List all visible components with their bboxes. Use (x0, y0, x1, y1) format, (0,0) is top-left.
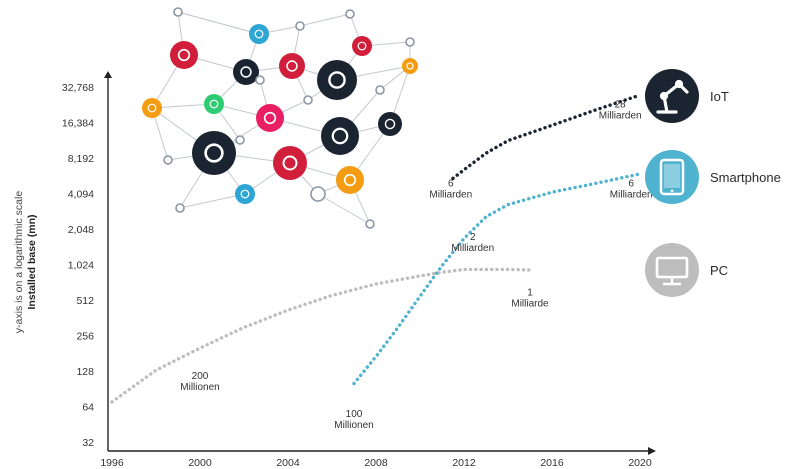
chat-icon (336, 166, 364, 194)
download-icon (204, 94, 224, 114)
network-node (345, 9, 355, 19)
legend-item-pc: PC (645, 243, 728, 297)
y-tick-label: 256 (76, 331, 94, 343)
headphones-icon (273, 146, 307, 180)
series-line-iot (451, 93, 642, 181)
play-icon (235, 184, 255, 204)
legend-pc-marker (645, 243, 699, 297)
x-tick-label: 2000 (188, 457, 212, 469)
y-tick-label: 1,024 (68, 260, 94, 272)
value-annotation: 6 Milliarden (610, 179, 653, 201)
x-tick-labels: 1996 2000 2004 2008 2012 2016 2020 (100, 457, 652, 469)
x-tick-label: 2004 (276, 457, 300, 469)
y-axis-label: Installed base (mn) (26, 214, 38, 309)
wifi-icon (378, 112, 402, 136)
music-icon (279, 53, 305, 79)
x-axis-arrow (648, 447, 656, 455)
value-annotation: 100 Millionen (334, 409, 373, 431)
y-tick-label: 512 (76, 295, 94, 307)
x-tick-label: 2016 (540, 457, 564, 469)
value-annotation: 28 Milliarden (599, 99, 642, 121)
network-edge (177, 11, 260, 35)
network-edge (151, 103, 215, 109)
y-axis-arrow (104, 71, 112, 78)
y-tick-label: 8,192 (68, 153, 94, 165)
home-icon (233, 59, 259, 85)
legend-iot-label: IoT (710, 89, 729, 104)
laptop-icon (192, 131, 236, 175)
network-edge (317, 193, 371, 225)
x-tick-label: 2012 (452, 457, 476, 469)
series-line-pc (110, 267, 532, 404)
gear-icon (402, 58, 418, 74)
network-edge (179, 193, 246, 209)
smartphone-icon (659, 158, 685, 196)
lock-icon (170, 41, 198, 69)
smartphone-icon (321, 117, 359, 155)
network-node (375, 85, 385, 95)
value-annotation: 200 Millionen (180, 371, 219, 393)
y-tick-label: 32,768 (62, 82, 94, 94)
network-node (295, 21, 305, 31)
y-tick-label: 2,048 (68, 224, 94, 236)
value-annotation: 1 Milliarde (511, 287, 549, 309)
camera-icon (256, 104, 284, 132)
thumbs-up-icon (249, 24, 269, 44)
network-edge (299, 13, 351, 27)
connected-devices-network-illustration (142, 7, 418, 229)
network-node (255, 75, 265, 85)
value-annotations: 200 Millionen 100 Millionen 1 Milliarde 2 Milli… (180, 99, 652, 431)
series-line-smartphone (352, 172, 642, 386)
y-tick-label: 64 (82, 402, 94, 414)
network-node (310, 186, 326, 202)
series-lines (110, 93, 642, 404)
y-tick-label: 4,094 (68, 189, 94, 201)
value-annotation: 6 Milliarden (429, 179, 472, 201)
value-annotation: 2 Milliarden (451, 232, 494, 254)
legend-item-smartphone: Smartphone (645, 150, 781, 204)
y-tick-labels: 32 64 128 256 512 1,024 2,048 4,094 8,192 16,384 3… (62, 82, 94, 449)
legend-item-iot: IoT (645, 69, 729, 123)
network-node (303, 95, 313, 105)
network-node (405, 37, 415, 47)
legend-smartphone-label: Smartphone (710, 170, 781, 185)
robot-arm-icon (656, 79, 689, 114)
y-axis-note: y-axis is on a logarithmic scale (13, 191, 25, 334)
x-tick-label: 1996 (100, 457, 124, 469)
y-tick-label: 16,384 (62, 118, 94, 130)
monitor-icon (655, 256, 689, 286)
legend-iot-marker (645, 69, 699, 123)
monitor-icon (317, 60, 357, 100)
legend-pc-label: PC (710, 263, 728, 278)
star-icon (142, 98, 162, 118)
mail-icon (352, 36, 372, 56)
legend-smartphone-marker (645, 150, 699, 204)
network-node (365, 219, 375, 229)
x-tick-label: 2020 (628, 457, 652, 469)
network-node (235, 135, 245, 145)
y-tick-label: 32 (82, 437, 94, 449)
y-tick-label: 128 (76, 366, 94, 378)
x-tick-label: 2008 (364, 457, 388, 469)
network-node (175, 203, 185, 213)
network-node (173, 7, 183, 17)
network-node (163, 155, 173, 165)
legend: IoT Smartphone PC (645, 69, 781, 297)
